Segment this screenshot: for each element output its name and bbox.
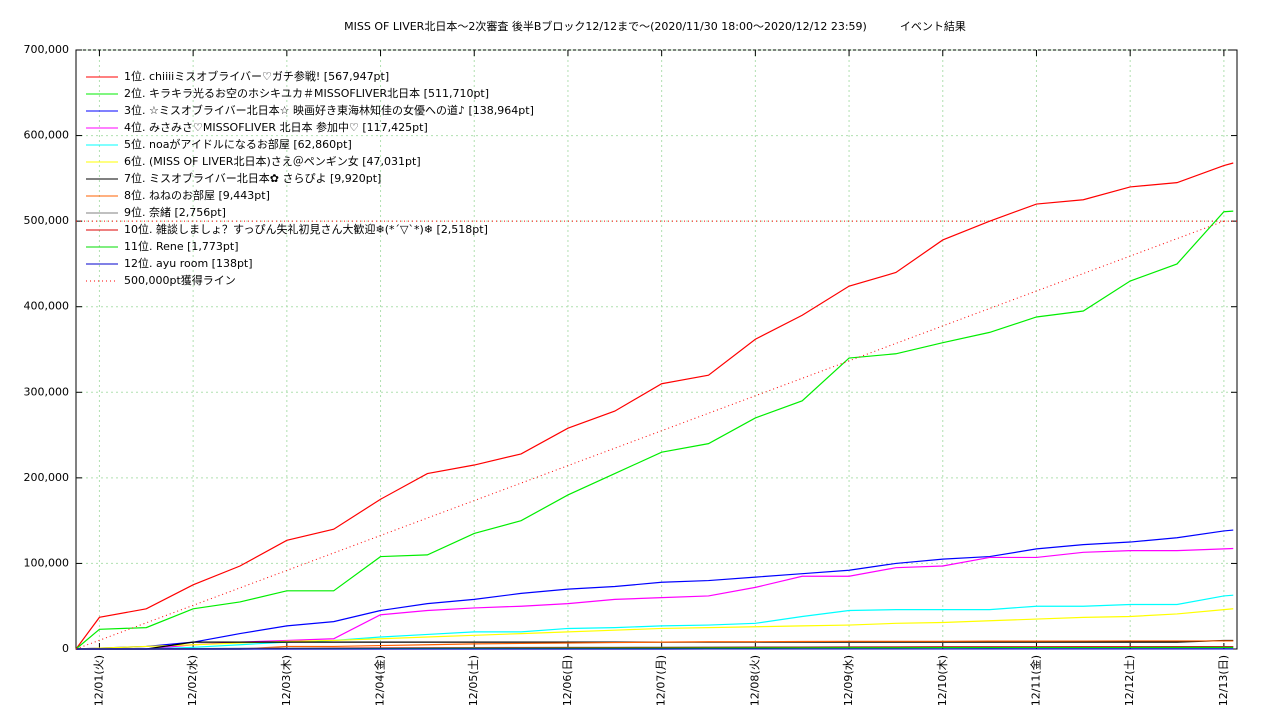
- legend-label: 8位. ねねのお部屋 [9,443pt]: [124, 188, 270, 202]
- y-tick-label: 100,000: [24, 556, 70, 569]
- legend-label: 2位. キラキラ光るお空のホシキユカ＃MISSOFLIVER北日本 [511,7…: [124, 86, 489, 100]
- x-tick-label: 12/05(土): [467, 655, 480, 706]
- legend-label: 11位. Rene [1,773pt]: [124, 239, 239, 253]
- x-tick-label: 12/03(木): [280, 655, 293, 706]
- x-tick-label: 12/08(火): [748, 655, 761, 706]
- legend-label: 7位. ミスオブライバー北日本✿ さらぴよ [9,920pt]: [124, 171, 381, 185]
- x-tick-label: 12/10(木): [936, 655, 949, 706]
- y-tick-label: 200,000: [24, 471, 70, 484]
- x-tick-label: 12/11(金): [1028, 655, 1042, 706]
- x-tick-label: 12/13(日): [1217, 655, 1230, 706]
- legend-label: 500,000pt獲得ライン: [124, 274, 236, 287]
- x-tick-label: 12/09(水): [842, 655, 855, 706]
- y-tick-label: 600,000: [24, 129, 70, 142]
- legend-label: 4位. みさみさ♡MISSOFLIVER 北日本 参加中♡ [117,425pt…: [124, 120, 428, 134]
- series-line: [76, 594, 1234, 650]
- y-tick-label: 700,000: [24, 43, 70, 56]
- y-tick-label: 0: [62, 642, 69, 655]
- chart-title: MISS OF LIVER北日本～2次審査 後半Bブロック12/12まで～(20…: [344, 19, 966, 33]
- y-tick-label: 400,000: [24, 300, 70, 313]
- series-line: [75, 220, 1225, 650]
- x-tick-label: 12/06(日): [561, 655, 574, 706]
- series-line: [76, 547, 1234, 650]
- x-tick-label: 12/01(火): [92, 655, 105, 706]
- legend-label: 9位. 奈緒 [2,756pt]: [124, 205, 226, 219]
- y-tick-label: 500,000: [24, 214, 70, 227]
- legend-label: 5位. noaがアイドルになるお部屋 [62,860pt]: [124, 137, 352, 151]
- x-tick-label: 12/07(月): [655, 655, 668, 706]
- series-line: [75, 210, 1234, 650]
- x-tick-label: 12/02(水): [186, 655, 199, 706]
- legend-label: 1位. chiiiiミスオブライバー♡ガチ参戦! [567,947pt]: [124, 69, 389, 83]
- legend-label: 3位. ☆ミスオブライバー北日本☆ 映画好き東海林知佳の女優への道♪ [138,…: [124, 103, 534, 117]
- x-tick-label: 12/04(金): [373, 655, 387, 706]
- y-tick-label: 300,000: [24, 385, 70, 398]
- legend-label: 6位. (MISS OF LIVER北日本)さえ＠ペンギン女 [47,031pt…: [124, 154, 421, 168]
- legend-label: 10位. 雑談しましょ？すっぴん失礼初見さん大歓迎❄(*´▽`*)❄ [2,51…: [124, 222, 488, 236]
- legend-label: 12位. ayu room [138pt]: [124, 256, 253, 270]
- series-line: [75, 529, 1234, 650]
- x-tick-label: 12/12(土): [1123, 655, 1136, 706]
- series-line: [75, 162, 1234, 650]
- series-line: [75, 608, 1234, 650]
